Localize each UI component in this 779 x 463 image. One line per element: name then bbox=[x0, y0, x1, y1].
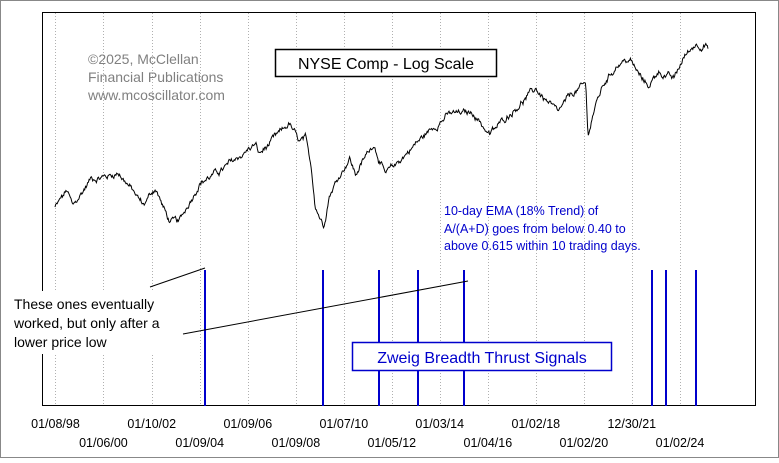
x-tick-label: 01/04/16 bbox=[464, 436, 513, 450]
x-tick-label: 01/03/14 bbox=[415, 417, 464, 431]
x-tick-label: 01/09/06 bbox=[223, 417, 272, 431]
worked-note: These ones eventually worked, but only a… bbox=[11, 291, 181, 354]
worked-note-line-1: These ones eventually bbox=[14, 296, 154, 312]
x-tick-label: 01/02/18 bbox=[511, 417, 560, 431]
x-tick-label: 01/08/98 bbox=[31, 417, 80, 431]
chart-title: NYSE Comp - Log Scale bbox=[298, 56, 474, 73]
signals-label-box bbox=[351, 341, 613, 372]
x-axis-tick-labels: 01/08/98 01/10/02 01/09/06 01/07/10 01/03/14… bbox=[31, 417, 704, 450]
worked-note-line-2: worked, but only after a bbox=[13, 315, 160, 331]
x-tick-label: 01/05/12 bbox=[367, 436, 416, 450]
x-tick-label: 01/06/00 bbox=[79, 436, 128, 450]
price-line bbox=[54, 42, 709, 230]
ema-note-line-2: A/(A+D) goes from below 0.40 to bbox=[444, 222, 626, 236]
copyright-line-3: www.mcoscillator.com bbox=[87, 87, 225, 103]
copyright-line-1: ©2025, McClellan bbox=[88, 51, 199, 67]
ema-note-line-1: 10-day EMA (18% Trend) of bbox=[444, 204, 599, 218]
signals-label: Zweig Breadth Thrust Signals bbox=[377, 350, 587, 367]
x-tick-label: 01/02/20 bbox=[560, 436, 609, 450]
x-tick-label: 12/30/21 bbox=[607, 417, 656, 431]
ema-note: 10-day EMA (18% Trend) of A/(A+D) goes f… bbox=[444, 204, 641, 253]
x-tick-label: 01/02/24 bbox=[656, 436, 705, 450]
copyright-line-2: Financial Publications bbox=[88, 69, 223, 85]
pointer-line-long bbox=[182, 280, 469, 335]
signal-lines bbox=[204, 270, 697, 406]
worked-note-bg bbox=[11, 291, 181, 354]
copyright-notice: ©2025, McClellan Financial Publications … bbox=[87, 51, 225, 103]
grid bbox=[55, 13, 681, 405]
x-tick-label: 01/09/08 bbox=[272, 436, 321, 450]
ema-note-line-3: above 0.615 within 10 trading days. bbox=[444, 239, 641, 253]
plot-frame bbox=[42, 12, 756, 406]
x-tick-label: 01/10/02 bbox=[127, 417, 176, 431]
x-tick-label: 01/07/10 bbox=[319, 417, 368, 431]
pointer-line-short bbox=[149, 267, 206, 288]
x-tick-label: 01/09/04 bbox=[175, 436, 224, 450]
worked-note-line-3: lower price low bbox=[14, 334, 107, 350]
title-box bbox=[274, 48, 498, 78]
